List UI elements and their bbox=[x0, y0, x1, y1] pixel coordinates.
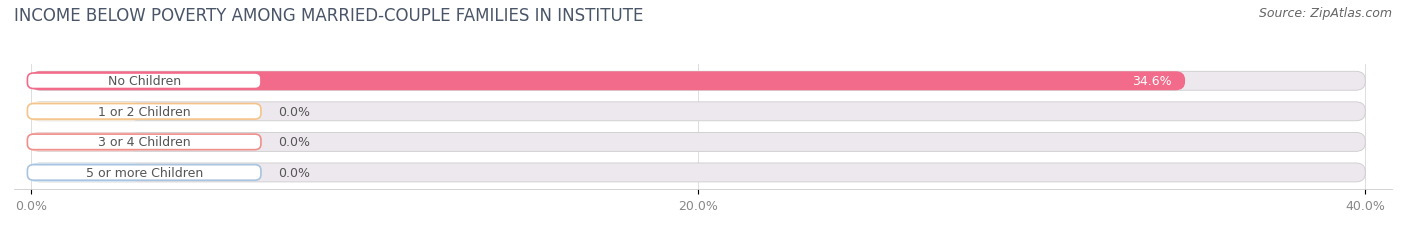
FancyBboxPatch shape bbox=[27, 134, 262, 150]
Text: 0.0%: 0.0% bbox=[277, 105, 309, 118]
Text: 34.6%: 34.6% bbox=[1132, 75, 1171, 88]
Text: 1 or 2 Children: 1 or 2 Children bbox=[98, 105, 190, 118]
Text: INCOME BELOW POVERTY AMONG MARRIED-COUPLE FAMILIES IN INSTITUTE: INCOME BELOW POVERTY AMONG MARRIED-COUPL… bbox=[14, 7, 644, 25]
FancyBboxPatch shape bbox=[31, 72, 1365, 91]
FancyBboxPatch shape bbox=[31, 163, 138, 182]
Text: 0.0%: 0.0% bbox=[277, 166, 309, 179]
Text: 0.0%: 0.0% bbox=[277, 136, 309, 149]
FancyBboxPatch shape bbox=[31, 72, 1185, 91]
FancyBboxPatch shape bbox=[31, 133, 1365, 152]
FancyBboxPatch shape bbox=[31, 163, 1365, 182]
Text: 5 or more Children: 5 or more Children bbox=[86, 166, 202, 179]
FancyBboxPatch shape bbox=[27, 74, 262, 89]
FancyBboxPatch shape bbox=[31, 102, 1365, 121]
Text: 3 or 4 Children: 3 or 4 Children bbox=[98, 136, 190, 149]
Text: Source: ZipAtlas.com: Source: ZipAtlas.com bbox=[1258, 7, 1392, 20]
FancyBboxPatch shape bbox=[31, 102, 138, 121]
FancyBboxPatch shape bbox=[27, 104, 262, 120]
Text: No Children: No Children bbox=[108, 75, 181, 88]
FancyBboxPatch shape bbox=[27, 165, 262, 180]
FancyBboxPatch shape bbox=[31, 133, 138, 152]
